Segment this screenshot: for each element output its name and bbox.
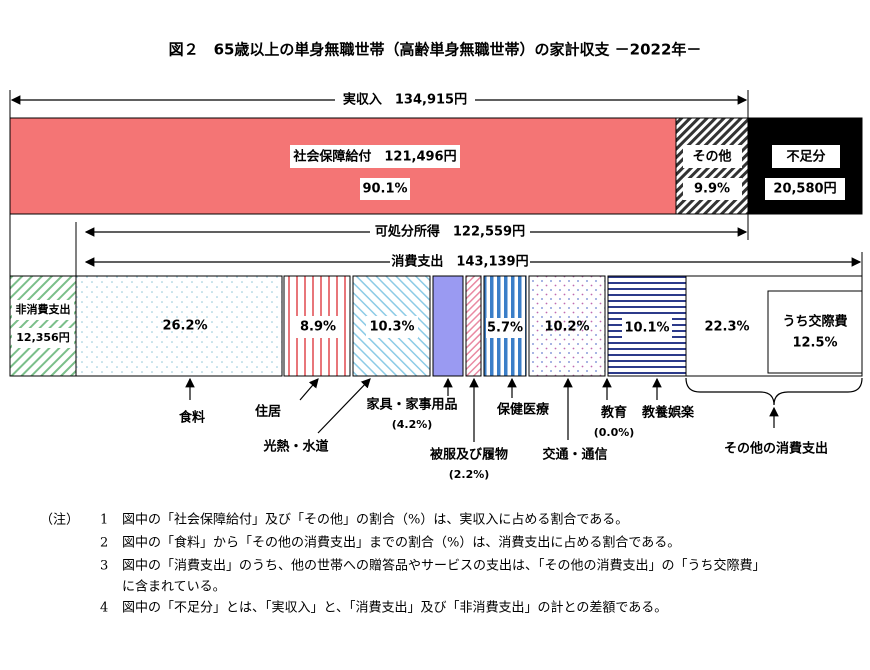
note-number: 4 <box>100 601 108 616</box>
food-label: 食料 <box>179 410 205 426</box>
label-bg <box>486 318 524 338</box>
note-text: 図中の「食料」から「その他の消費支出」までの割合（%）は、消費支出に占める割合で… <box>122 535 680 551</box>
notes: （注） 1 図中の「社会保障給付」及び「その他」の割合（%）は、実収入に占める割… <box>40 512 766 616</box>
clothing-pct: (2.2%) <box>449 468 490 481</box>
food-block <box>75 275 283 377</box>
health-pct: 5.7% <box>487 321 523 336</box>
furniture-block <box>432 275 464 377</box>
transport-pct: 10.2% <box>544 320 589 335</box>
culture-label: 教養娯楽 <box>641 405 695 421</box>
utilities-pct: 10.3% <box>369 320 414 335</box>
transport-block <box>528 275 606 377</box>
label-bg <box>12 300 74 320</box>
transport-label: 交通・通信 <box>542 447 607 463</box>
furniture-pct: (4.2%) <box>392 418 433 431</box>
social-label: 社会保障給付 121,496円 <box>292 149 456 165</box>
income-label: 実収入 134,915円 <box>343 92 467 108</box>
food-pct: 26.2% <box>162 319 207 334</box>
pointer <box>299 378 319 401</box>
notes-marker: （注） <box>40 513 79 528</box>
label-bg <box>622 317 672 339</box>
label-bg <box>12 328 74 348</box>
label-bg <box>335 91 475 109</box>
label-bg <box>360 178 410 200</box>
social-pct: 90.1% <box>362 182 407 197</box>
label-bg <box>366 316 418 338</box>
social-expense-pct: 12.5% <box>792 336 837 351</box>
furniture-label: 家具・家事用品 <box>366 397 457 413</box>
note-number: 3 <box>100 559 108 574</box>
label-bg <box>390 253 530 271</box>
utilities-label: 光熱・水道 <box>262 439 328 455</box>
social-expense-block <box>767 290 863 374</box>
other-income-label: その他 <box>692 149 731 165</box>
non-consumption-label: 非消費支出 <box>16 302 71 316</box>
pointer <box>317 378 371 434</box>
brace <box>685 377 863 406</box>
clothing-block <box>465 275 482 377</box>
deficit-label: 不足分 <box>786 149 825 165</box>
label-bg <box>683 178 742 200</box>
disposable-label: 可処分所得 122,559円 <box>375 224 525 240</box>
note-text: に含まれている。 <box>122 579 226 595</box>
note-text: 図中の「不足分」とは、「実収入」と、「消費支出」及び「非消費支出」の計との差額で… <box>122 600 667 616</box>
label-bg <box>295 316 341 338</box>
housing-label: 住居 <box>255 404 281 420</box>
clothing-label: 被服及び履物 <box>429 447 508 463</box>
label-bg <box>772 145 840 168</box>
other-consumption-label: その他の消費支出 <box>724 441 828 457</box>
culture-pct: 10.1% <box>624 321 669 336</box>
health-label: 保健医療 <box>496 402 550 418</box>
note-text: 図中の「消費支出」のうち、他の世帯への贈答品やサービスの支出は、「その他の消費支… <box>122 558 766 574</box>
education-label: 教育 <box>600 405 627 421</box>
title: 図２ 65歳以上の単身無職世帯（高齢単身無職世帯）の家計収支 －2022年－ <box>169 41 702 59</box>
housing-pct: 8.9% <box>300 320 336 335</box>
social-expense-label: うち交際費 <box>782 314 847 330</box>
label-bg <box>765 178 845 200</box>
note-number: 2 <box>100 536 108 551</box>
note-text: 図中の「社会保障給付」及び「その他」の割合（%）は、実収入に占める割合である。 <box>122 512 628 528</box>
label-bg <box>683 145 742 168</box>
label-bg <box>370 223 530 241</box>
label-bg <box>290 145 460 168</box>
education-pct: (0.0%) <box>594 426 635 439</box>
non-consumption-block <box>9 275 77 377</box>
other-income-pct: 9.9% <box>694 182 730 197</box>
consumption-label: 消費支出 143,139円 <box>391 254 528 270</box>
note-number: 1 <box>100 513 108 528</box>
deficit-amount: 20,580円 <box>773 182 836 197</box>
other-consumption-pct: 22.3% <box>704 320 749 335</box>
non-consumption-amount: 12,356円 <box>16 331 69 344</box>
